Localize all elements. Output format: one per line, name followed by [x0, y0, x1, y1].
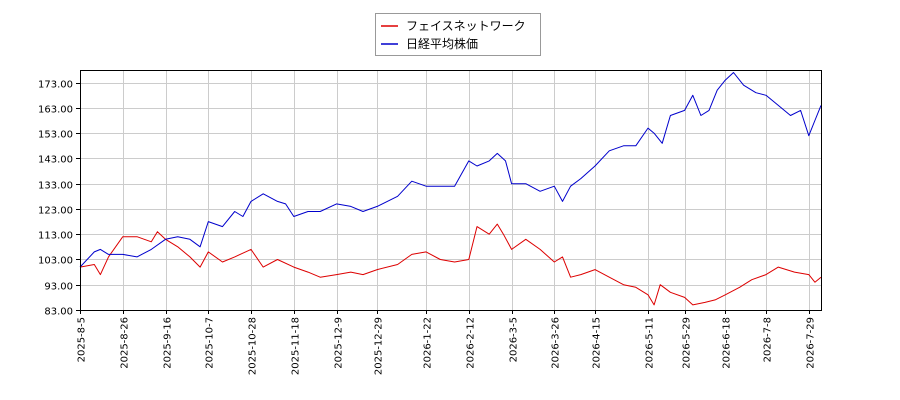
y-tick-label: 93.00: [44, 282, 73, 293]
y-tick-label: 133.00: [38, 181, 73, 192]
x-axis: 2025-8-5 2025-8-26 2025-9-16 2025-10-7 2025-…: [77, 310, 817, 375]
x-tick-label: 2026-7-29: [806, 317, 817, 369]
x-tick-label: 2026-4-15: [592, 317, 603, 369]
x-tick-label: 2025-10-28: [248, 317, 259, 375]
series-line-1: [79, 72, 822, 268]
y-tick-label: 103.00: [38, 256, 73, 267]
x-tick-label: 2026-1-22: [423, 317, 434, 369]
legend-label-1: 日経平均株価: [406, 36, 478, 51]
x-tick-label: 2025-11-18: [291, 317, 302, 375]
x-tick-label: 2025-8-5: [77, 317, 88, 362]
y-axis: 83.00 93.00 103.00 113.00 123.00 133.00 143.00…: [38, 80, 80, 318]
y-tick-label: 163.00: [38, 105, 73, 116]
x-tick-label: 2026-6-18: [722, 317, 733, 369]
y-tick-label: 173.00: [38, 80, 73, 91]
legend-box: [375, 13, 541, 56]
y-tick-label: 83.00: [44, 307, 73, 318]
y-tick-label: 153.00: [38, 130, 73, 141]
series-lines: [79, 72, 822, 306]
x-tick-label: 2025-9-16: [163, 317, 174, 369]
x-tick-label: 2026-3-26: [551, 317, 562, 369]
grid-lines: [80, 70, 821, 311]
series-line-0: [79, 223, 822, 306]
x-tick-label: 2026-3-5: [509, 317, 520, 362]
x-tick-label: 2025-8-26: [120, 317, 131, 369]
plot-frame: [80, 70, 822, 311]
x-tick-label: 2026-7-8: [763, 317, 774, 362]
y-tick-label: 143.00: [38, 155, 73, 166]
x-tick-label: 2025-12-9: [334, 317, 345, 369]
legend-label-0: フェイスネットワーク: [406, 19, 526, 33]
x-tick-label: 2025-10-7: [205, 317, 216, 369]
x-tick-label: 2026-5-11: [645, 317, 656, 369]
x-tick-label: 2025-12-29: [374, 317, 385, 375]
x-tick-label: 2026-2-12: [466, 317, 477, 369]
x-tick-label: 2026-5-29: [682, 317, 693, 369]
y-tick-label: 123.00: [38, 206, 73, 217]
y-tick-label: 113.00: [38, 231, 73, 242]
